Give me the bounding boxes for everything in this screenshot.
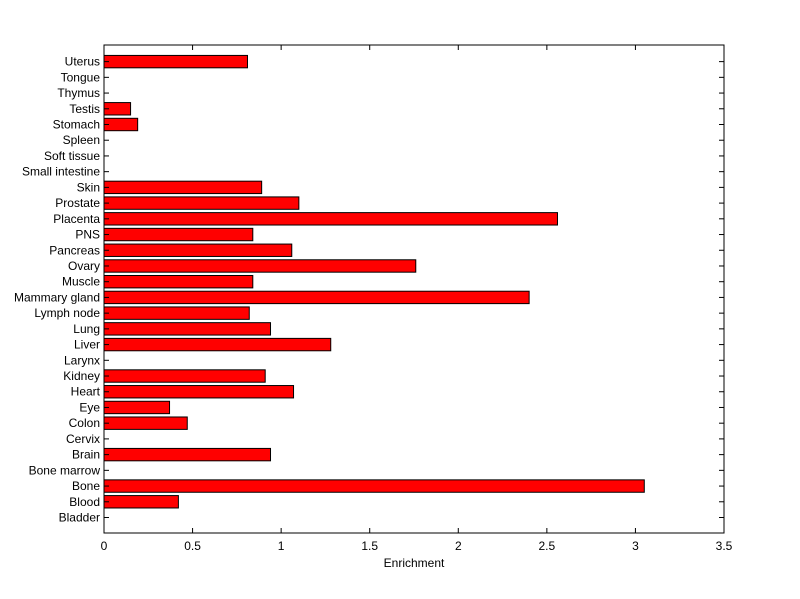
bar-lung: [103, 322, 272, 336]
x-tick-label: 3: [632, 539, 639, 553]
category-label: Skin: [77, 180, 100, 194]
category-label: Heart: [71, 385, 101, 399]
x-tick-label: 0: [101, 539, 108, 553]
bar-muscle: [103, 275, 254, 289]
category-label: Mammary gland: [14, 290, 100, 304]
category-label: Cervix: [66, 432, 100, 446]
category-label: Testis: [69, 102, 100, 116]
x-tick-label: 2.5: [539, 539, 556, 553]
bar-brain: [103, 447, 272, 462]
bar-prostate: [103, 196, 300, 210]
category-label: Muscle: [62, 275, 100, 289]
x-axis-title: Enrichment: [384, 556, 445, 570]
bar-eye: [103, 400, 171, 415]
category-label: Lymph node: [34, 306, 100, 320]
bar-ovary: [103, 259, 417, 273]
bar-stomach: [103, 117, 139, 132]
category-label: Stomach: [53, 118, 100, 132]
category-label: Pancreas: [49, 243, 100, 257]
bar-lymph-node: [103, 306, 250, 320]
x-tick-label: 1.5: [361, 539, 378, 553]
category-label: Ovary: [68, 259, 100, 273]
x-tick-label: 3.5: [716, 539, 733, 553]
category-label: Larynx: [64, 353, 100, 367]
category-label: Eye: [79, 400, 100, 414]
bar-blood: [103, 495, 179, 509]
category-label: Bone marrow: [29, 463, 101, 477]
category-label: Blood: [69, 495, 100, 509]
bar-bone: [103, 479, 645, 493]
category-label: Bone: [72, 479, 100, 493]
plot-area-frame: [103, 44, 725, 534]
category-label: Small intestine: [22, 165, 100, 179]
category-label: Brain: [72, 448, 100, 462]
category-label: Liver: [74, 338, 100, 352]
category-label: Kidney: [63, 369, 100, 383]
category-label: Thymus: [57, 86, 100, 100]
category-label: Prostate: [55, 196, 100, 210]
bar-skin: [103, 180, 263, 195]
bar-liver: [103, 337, 332, 352]
bar-colon: [103, 416, 188, 430]
bar-kidney: [103, 369, 266, 383]
bar-placenta: [103, 212, 558, 226]
x-tick-label: 1: [278, 539, 285, 553]
x-tick-label: 0.5: [184, 539, 201, 553]
category-label: Spleen: [63, 133, 100, 147]
bar-uterus: [103, 54, 248, 69]
bar-mammary-gland: [103, 290, 530, 305]
bar-heart: [103, 385, 295, 399]
category-label: Soft tissue: [44, 149, 100, 163]
category-label: PNS: [75, 228, 100, 242]
category-label: Lung: [73, 322, 100, 336]
category-label: Tongue: [61, 70, 101, 84]
bar-pns: [103, 227, 254, 242]
category-label: Colon: [69, 416, 100, 430]
category-label: Bladder: [59, 511, 100, 525]
category-label: Uterus: [65, 55, 100, 69]
category-label: Placenta: [53, 212, 100, 226]
ticks-group: [103, 45, 725, 533]
x-tick-labels-group: 0 0.5 1 1.5 2 2.5 3 3.5: [101, 539, 733, 553]
x-tick-label: 2: [455, 539, 462, 553]
bar-pancreas: [103, 243, 293, 257]
